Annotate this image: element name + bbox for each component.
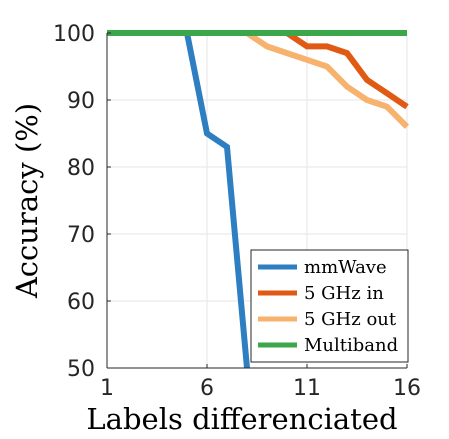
legend: mmWave 5 GHz in 5 GHz out Multiband <box>250 249 409 363</box>
y-tick-label: 70 <box>67 223 95 248</box>
x-tick-label: 6 <box>200 376 214 401</box>
legend-label-mmwave: mmWave <box>304 257 387 278</box>
series-lines <box>107 30 410 368</box>
y-tick-label: 90 <box>67 89 95 114</box>
legend-label-multiband: Multiband <box>304 335 398 356</box>
y-tick-label: 50 <box>67 357 95 382</box>
y-tick-label: 60 <box>67 290 95 315</box>
series-line-5-ghz-out <box>107 30 410 129</box>
x-tick-label: 11 <box>293 376 321 401</box>
x-tick-label: 16 <box>393 376 421 401</box>
x-axis-title: Labels differenciated <box>86 402 397 436</box>
axes <box>106 32 408 369</box>
legend-label-5-ghz-in: 5 GHz in <box>304 283 384 304</box>
y-axis-title: Accuracy (%) <box>10 103 44 299</box>
y-tick-label: 80 <box>67 156 95 181</box>
x-tick-label: 1 <box>100 376 114 401</box>
y-tick-label: 100 <box>53 22 95 47</box>
series-line-mmwave <box>107 30 250 368</box>
legend-label-5-ghz-out: 5 GHz out <box>304 309 397 330</box>
